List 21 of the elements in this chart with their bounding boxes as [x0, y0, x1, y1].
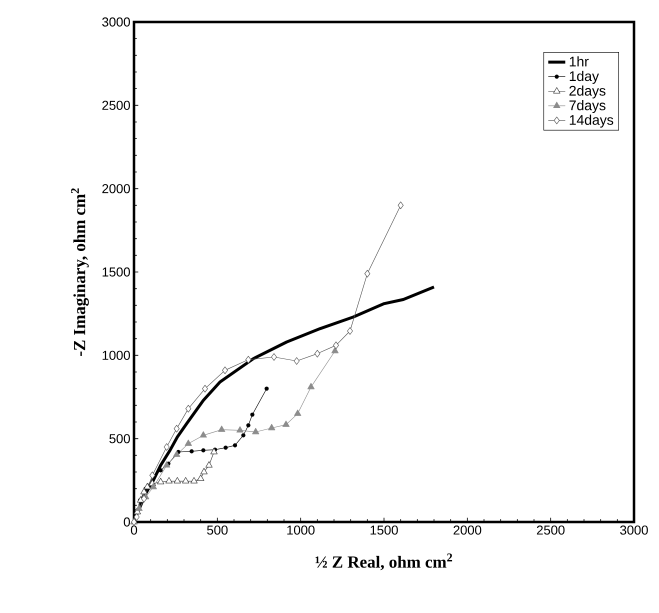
x-tick-label: 2500: [536, 526, 565, 535]
y-tick-label: 1500: [102, 267, 130, 277]
x-tick-label: 1500: [370, 526, 398, 535]
x-tick-label: 500: [207, 526, 228, 535]
y-axis-title: -Z Imaginary, ohm cm$^{2}$: [71, 188, 89, 356]
y-tick-label: 1000: [102, 350, 130, 360]
y-tick-label: 2500: [102, 100, 130, 110]
legend-label: 14days: [570, 114, 614, 128]
y-tick-label: 2000: [102, 184, 130, 194]
legend-label: 7days: [569, 100, 606, 114]
x-tick-label: 2000: [454, 526, 482, 535]
y-tick-label: 3000: [102, 17, 130, 27]
y-tick-label: 0: [124, 517, 130, 527]
x-tick-label: 3000: [620, 526, 648, 535]
legend-label: 1day: [570, 70, 599, 84]
legend-label: 2days: [569, 85, 606, 98]
x-tick-label: 1000: [287, 526, 315, 535]
legend-label: 1hr: [570, 56, 589, 66]
x-axis-title: ½ Z Real, ohm cm$^{2}$: [316, 553, 452, 570]
x-tick-label: 0: [130, 526, 138, 535]
y-tick-label: 500: [109, 434, 130, 444]
